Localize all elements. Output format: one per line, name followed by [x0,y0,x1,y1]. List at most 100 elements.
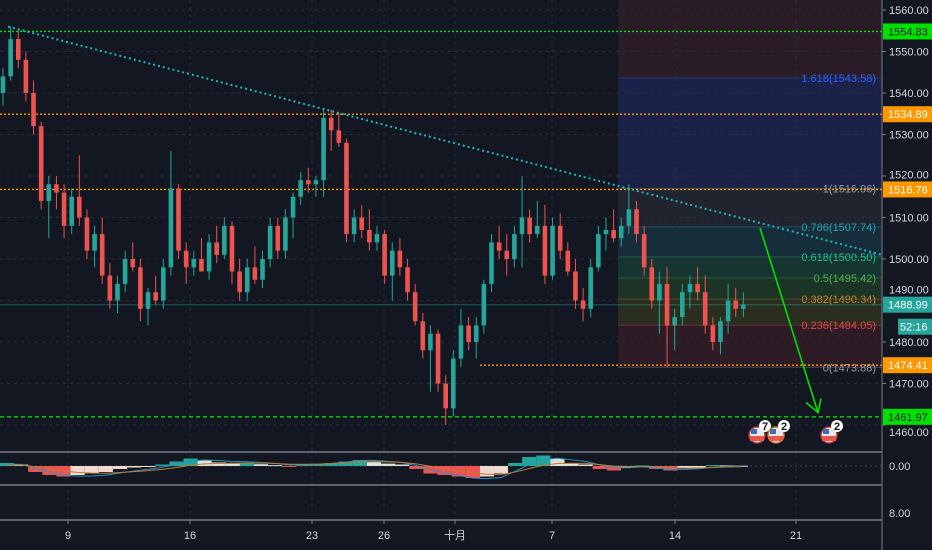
fib-zone [618,0,882,79]
level-price-tag: 1461.97 [888,412,928,424]
candle-body [344,142,349,235]
candle-body [634,209,639,235]
candle-body [435,333,441,384]
candle-body [107,275,113,301]
fib-level-label: 1.618(1543.58) [801,73,876,85]
macd-histogram-bar [254,464,269,466]
candle-body [618,225,624,239]
projection-arrow[interactable] [759,227,819,413]
candle-body [588,267,594,309]
macd-histogram-bar [282,466,297,467]
level-price-tag-background [883,106,932,123]
level-price-tag-background [883,181,932,198]
candle-body [473,325,479,342]
fib-level-label: 0.382(1490.34) [801,294,876,306]
candle-body [443,383,448,409]
macd-histogram-bar [296,464,311,466]
candle-body [641,234,647,268]
candle-body [290,196,296,218]
candle-body [328,117,334,131]
candle-body [374,234,380,243]
candle-body [69,196,74,226]
candle-body [412,292,418,322]
candle-body [275,225,281,251]
price-tick-label: 1560.00 [889,5,929,17]
macd-histogram-bar [381,463,396,466]
macd-histogram-bar [536,455,551,466]
macd-histogram-bar [493,466,509,474]
candle-body [489,242,494,284]
event-count-label: 2 [834,421,840,433]
event-count-label: 7 [762,421,768,433]
candle-body [31,93,36,127]
candle-body [672,317,677,326]
macd-histogram-bar [437,466,452,475]
macd-histogram-bar [183,458,198,466]
macd-histogram-bar [141,466,156,467]
event-count-badge [831,420,843,432]
drawings[interactable] [7,25,883,415]
time-tick-label: 23 [306,530,318,542]
macd-histogram-bar [691,466,706,468]
economic-events[interactable]: 7 2 2 [748,420,843,444]
candle-body [199,259,204,272]
candle-body [321,117,326,181]
candle-body [222,225,227,255]
fib-level-label: 0.618(1500.50) [801,252,876,264]
time-tick-label: 14 [669,530,681,542]
candle-body [680,292,685,318]
price-tick-label: 1490.00 [889,285,929,297]
macd-histogram-bar [479,466,494,477]
level-price-tag-background [883,23,932,40]
fibonacci-retracement[interactable]: 1.618(1543.58)1(1516.96)0.786(1507.74)0.… [618,0,882,374]
candles [0,26,746,425]
price-axis-background [882,0,932,550]
candle-body [573,271,578,301]
macd-histogram-bar [465,466,480,478]
price-axis[interactable]: 1560.00 1550.00 1540.00 1530.00 1520.00 1510.… [881,0,932,550]
candle-body [695,283,700,293]
candle-body [8,39,13,77]
candle-body [145,292,151,309]
fib-zone [618,325,882,368]
candle-body [313,180,319,185]
price-tick-label: 1550.00 [889,47,929,59]
macd-histogram-bar [112,466,128,469]
countdown-background [898,318,932,335]
candle-body [38,126,44,201]
price-tick-label: 1460.00 [889,427,929,439]
level-price-tag-background [883,357,932,374]
candle-body [565,250,571,272]
candle-body [687,283,693,293]
candle-body [664,283,670,326]
candle-body [382,234,387,276]
macd-histogram-bar [155,464,170,466]
candle-body [733,300,739,309]
candle-body [359,217,365,230]
price-tick-label: 1480.00 [889,337,929,349]
candle-body [229,225,235,272]
candle-body [252,267,258,280]
trendline[interactable] [7,25,883,256]
candle-body [741,304,746,309]
fib-level-label: 0.786(1507.74) [801,222,876,234]
macd-histogram-bar [239,463,255,466]
candle-body [710,325,716,342]
candle-body [519,217,525,235]
level-price-tag-background [883,408,932,425]
macd-histogram-bar [578,464,593,466]
time-tick-label: 16 [184,530,196,542]
candle-body [389,250,395,276]
candle-body [237,271,242,293]
candle-body [54,184,59,193]
candle-body [260,259,265,280]
candle-body [99,234,105,276]
price-tick-label: 1540.00 [889,88,929,100]
candle-body [46,184,52,201]
time-axis[interactable]: 9 16 23 26 十月 7 14 21 [65,520,802,542]
fib-level-label: 0.236(1484.05) [801,320,876,332]
candle-body [466,325,471,342]
macd-lower-label: 8.00 [889,508,910,520]
candle-body [367,229,372,243]
